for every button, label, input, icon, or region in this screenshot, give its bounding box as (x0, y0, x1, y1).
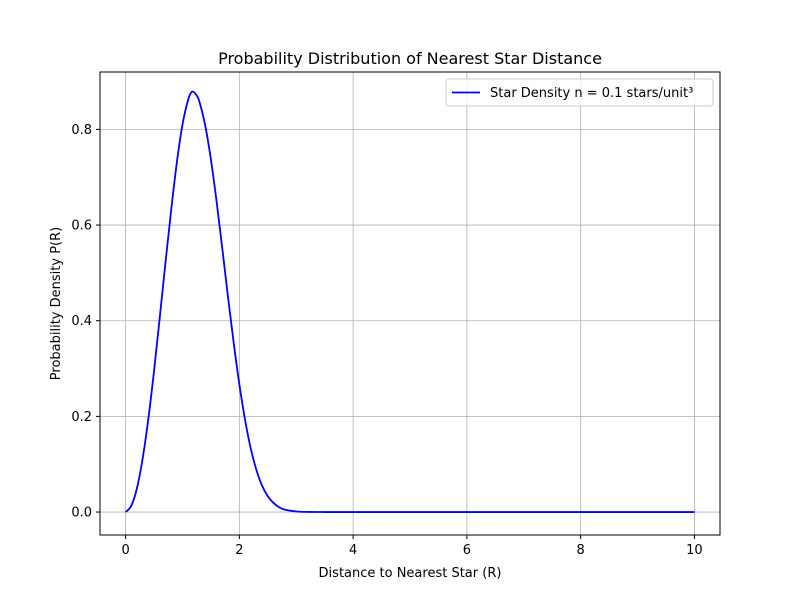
ticks: 0 2 4 6 8 10 0.0 0.2 0.4 0.6 0.8 (71, 123, 702, 558)
legend-box (445, 78, 714, 107)
x-tick-label: 4 (349, 543, 357, 558)
y-tick-label: 0.0 (71, 506, 92, 521)
series-layer (124, 90, 695, 513)
y-axis-label: Probability Density P(R) (49, 227, 64, 380)
legend: Star Density n = 0.1 stars/unit³ (445, 78, 714, 107)
x-tick-label: 10 (686, 543, 703, 558)
series-line-0 (124, 90, 695, 513)
legend-label: Star Density n = 0.1 stars/unit³ (490, 86, 693, 101)
y-tick-label: 0.4 (71, 314, 92, 329)
x-tick-label: 6 (463, 543, 471, 558)
x-tick-label: 2 (235, 543, 243, 558)
x-axis-label: Distance to Nearest Star (R) (319, 566, 502, 581)
plot-frame (99, 71, 721, 536)
y-tick-label: 0.8 (71, 123, 92, 138)
x-tick-label: 8 (577, 543, 585, 558)
y-tick-label: 0.2 (71, 410, 92, 425)
chart-title: Probability Distribution of Nearest Star… (218, 49, 602, 68)
x-tick-label: 0 (121, 543, 129, 558)
grid (100, 72, 720, 535)
y-tick-label: 0.6 (71, 219, 92, 234)
